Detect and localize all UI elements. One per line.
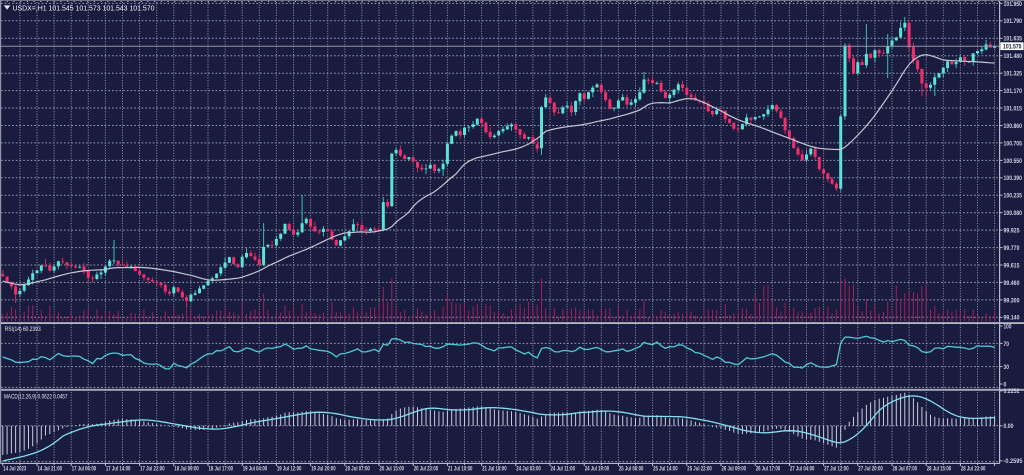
svg-text:19 Jul 12:00: 19 Jul 12:00 — [277, 465, 302, 472]
svg-text:70: 70 — [1004, 341, 1010, 348]
svg-text:101.325: 101.325 — [1004, 71, 1023, 78]
svg-text:19 Jul 04:00: 19 Jul 04:00 — [243, 465, 268, 472]
svg-text:101.570: 101.570 — [1003, 44, 1022, 51]
svg-text:100: 100 — [1004, 323, 1012, 330]
svg-text:99.770: 99.770 — [1004, 245, 1020, 252]
svg-text:100.705: 100.705 — [1004, 140, 1023, 147]
svg-text:USDX=,H1 101.545 101.573 101.: USDX=,H1 101.545 101.573 101.543 101.570 — [13, 3, 155, 12]
svg-text:24 Jul 03:00: 24 Jul 03:00 — [516, 465, 541, 472]
svg-text:14 Jul 2023: 14 Jul 2023 — [3, 465, 26, 472]
svg-text:101.950: 101.950 — [1004, 1, 1023, 8]
svg-text:99.615: 99.615 — [1004, 262, 1020, 269]
svg-text:27 Jul 12:00: 27 Jul 12:00 — [824, 465, 849, 472]
svg-text:17 Jul 14:00: 17 Jul 14:00 — [106, 465, 131, 472]
svg-text:100.080: 100.080 — [1004, 210, 1023, 217]
svg-text:101.015: 101.015 — [1004, 105, 1023, 112]
svg-text:0.2252: 0.2252 — [1004, 388, 1020, 395]
svg-text:28 Jul 15:00: 28 Jul 15:00 — [927, 465, 952, 472]
svg-text:99.925: 99.925 — [1004, 228, 1020, 235]
svg-text:-0.2595: -0.2595 — [1004, 458, 1023, 465]
svg-text:21 Jul 18:00: 21 Jul 18:00 — [482, 465, 507, 472]
svg-text:101.635: 101.635 — [1004, 36, 1023, 43]
svg-text:18 Jul 09:00: 18 Jul 09:00 — [174, 465, 199, 472]
svg-text:30: 30 — [1004, 364, 1010, 371]
svg-text:20 Jul 23:00: 20 Jul 23:00 — [414, 465, 439, 472]
svg-text:26 Jul 09:00: 26 Jul 09:00 — [722, 465, 747, 472]
svg-text:17 Jul 06:00: 17 Jul 06:00 — [72, 465, 97, 472]
svg-text:24 Jul 11:00: 24 Jul 11:00 — [551, 465, 576, 472]
svg-text:21 Jul 10:00: 21 Jul 10:00 — [448, 465, 473, 472]
svg-text:100.550: 100.550 — [1004, 158, 1023, 165]
svg-text:101.480: 101.480 — [1004, 53, 1023, 60]
svg-text:20 Jul 15:00: 20 Jul 15:00 — [380, 465, 405, 472]
svg-text:99.460: 99.460 — [1004, 280, 1020, 287]
svg-text:14 Jul 21:00: 14 Jul 21:00 — [38, 465, 63, 472]
svg-text:24 Jul 19:00: 24 Jul 19:00 — [585, 465, 610, 472]
svg-text:25 Jul 06:00: 25 Jul 06:00 — [619, 465, 644, 472]
svg-text:17 Jul 22:00: 17 Jul 22:00 — [140, 465, 165, 472]
svg-text:101.790: 101.790 — [1004, 18, 1023, 25]
svg-text:25 Jul 14:00: 25 Jul 14:00 — [653, 465, 678, 472]
svg-text:28 Jul 07:00: 28 Jul 07:00 — [893, 465, 918, 472]
svg-text:100.390: 100.390 — [1004, 175, 1023, 182]
svg-text:RSI(14) 60.2393: RSI(14) 60.2393 — [5, 326, 41, 333]
svg-text:100.235: 100.235 — [1004, 193, 1023, 200]
svg-text:18 Jul 17:00: 18 Jul 17:00 — [209, 465, 234, 472]
svg-text:25 Jul 22:00: 25 Jul 22:00 — [687, 465, 712, 472]
svg-text:27 Jul 04:00: 27 Jul 04:00 — [790, 465, 815, 472]
svg-text:99.300: 99.300 — [1004, 297, 1020, 304]
svg-text:0: 0 — [1004, 381, 1007, 388]
svg-text:99.140: 99.140 — [1004, 315, 1020, 322]
svg-text:19 Jul 20:00: 19 Jul 20:00 — [311, 465, 336, 472]
svg-text:28 Jul 23:00: 28 Jul 23:00 — [961, 465, 986, 472]
svg-text:26 Jul 17:00: 26 Jul 17:00 — [756, 465, 781, 472]
svg-text:101.170: 101.170 — [1004, 88, 1023, 95]
svg-text:20 Jul 07:00: 20 Jul 07:00 — [345, 465, 370, 472]
svg-text:0.00: 0.00 — [1004, 423, 1014, 430]
svg-text:27 Jul 20:00: 27 Jul 20:00 — [858, 465, 883, 472]
svg-text:MACD(12,26,9) 0.0622 0.0457: MACD(12,26,9) 0.0622 0.0457 — [4, 394, 68, 401]
svg-text:100.860: 100.860 — [1004, 123, 1023, 130]
